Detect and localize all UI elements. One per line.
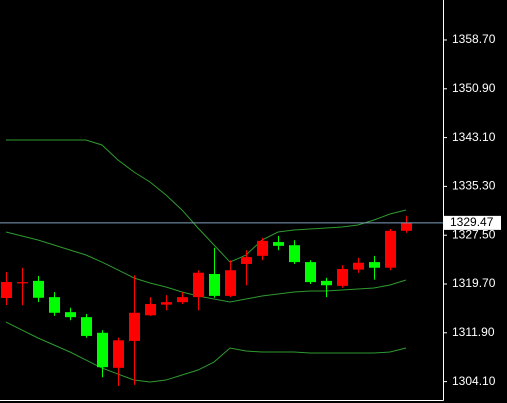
candle-body — [241, 257, 252, 264]
candle-body — [257, 240, 268, 256]
candle-body — [113, 340, 124, 368]
candle-body — [289, 245, 300, 263]
bollinger-band — [6, 139, 407, 263]
candle-body — [97, 332, 108, 368]
candle-body — [161, 302, 172, 305]
candle-body — [321, 280, 332, 286]
candle-body — [81, 317, 92, 336]
y-tick-label: 1319.70 — [452, 276, 496, 290]
candle-body — [129, 312, 140, 341]
candle-body — [17, 282, 28, 284]
candle-body — [353, 262, 364, 270]
y-tick-label: 1327.50 — [452, 227, 496, 241]
candle-body — [337, 268, 348, 286]
candle-body — [177, 297, 188, 303]
candle-body — [193, 272, 204, 298]
candle-body — [145, 304, 156, 316]
candle-body — [401, 222, 412, 231]
candle-body — [305, 262, 316, 283]
y-tick-label: 1304.10 — [452, 374, 496, 388]
candle-body — [369, 262, 380, 268]
bollinger-band — [5, 231, 407, 303]
current-price-box — [444, 215, 501, 230]
candle-body — [49, 297, 60, 313]
current-price-label: 1329.47 — [450, 215, 494, 229]
candle-body — [385, 230, 396, 268]
candle-body — [273, 242, 284, 246]
y-tick-label: 1311.90 — [452, 325, 495, 339]
candle-body — [33, 280, 44, 298]
candle-body — [65, 312, 76, 318]
y-tick-label: 1358.70 — [452, 32, 496, 46]
candle-body — [209, 273, 220, 296]
candle-body — [225, 270, 236, 296]
y-tick-label: 1335.30 — [452, 179, 496, 193]
y-tick-label: 1350.90 — [452, 81, 496, 95]
candle-body — [1, 281, 12, 299]
bollinger-band — [5, 321, 407, 383]
y-tick-label: 1343.10 — [452, 130, 496, 144]
